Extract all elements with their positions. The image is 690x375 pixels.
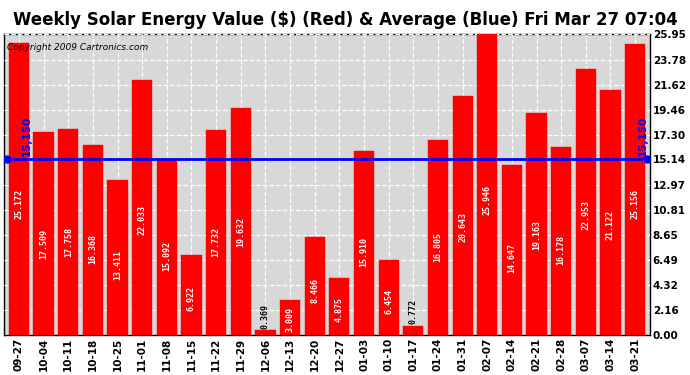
Text: 0.772: 0.772 (408, 299, 418, 324)
Text: 17.732: 17.732 (212, 227, 221, 257)
Text: 25.946: 25.946 (483, 184, 492, 214)
Text: 0.369: 0.369 (261, 304, 270, 328)
Text: 19.632: 19.632 (236, 217, 245, 248)
Bar (83, 145, 103, 334)
Text: Copyright 2009 Cartronics.com: Copyright 2009 Cartronics.com (8, 44, 148, 52)
Text: 6.454: 6.454 (384, 289, 393, 314)
Bar (230, 108, 251, 334)
Bar (255, 330, 275, 334)
Bar (526, 113, 546, 334)
Text: 15.910: 15.910 (359, 237, 368, 267)
Bar (304, 237, 325, 334)
Text: Weekly Solar Energy Value ($) (Red) & Average (Blue) Fri Mar 27 07:04: Weekly Solar Energy Value ($) (Red) & Av… (12, 11, 678, 29)
Bar (34, 132, 54, 334)
Text: 22.033: 22.033 (138, 205, 147, 235)
Text: 16.368: 16.368 (88, 234, 97, 264)
Text: 25.156: 25.156 (631, 189, 640, 219)
Bar (181, 255, 201, 334)
Bar (329, 278, 349, 334)
Bar (157, 160, 177, 334)
Bar (477, 34, 497, 334)
Bar (379, 260, 399, 334)
Text: 17.758: 17.758 (63, 227, 72, 257)
Text: 15,150: 15,150 (21, 116, 31, 156)
Bar (280, 300, 300, 334)
Bar (600, 90, 620, 334)
Text: 15.092: 15.092 (162, 241, 171, 271)
Text: 15,150: 15,150 (638, 116, 647, 156)
Bar (108, 180, 128, 334)
Text: 14.647: 14.647 (507, 243, 516, 273)
Text: 16.178: 16.178 (557, 236, 566, 266)
Bar (206, 129, 226, 334)
Text: 13.411: 13.411 (113, 250, 122, 280)
Bar (453, 96, 473, 334)
Bar (625, 44, 645, 334)
Bar (9, 44, 29, 334)
Bar (403, 326, 424, 334)
Text: 22.953: 22.953 (582, 200, 591, 230)
Text: 8.466: 8.466 (310, 278, 319, 303)
Text: 4.875: 4.875 (335, 297, 344, 322)
Bar (354, 151, 374, 334)
Text: 20.643: 20.643 (458, 212, 467, 242)
Bar (551, 147, 571, 334)
Bar (428, 140, 448, 334)
Text: 3.009: 3.009 (286, 306, 295, 332)
Bar (575, 69, 596, 334)
Text: 6.922: 6.922 (187, 286, 196, 311)
Text: 16.805: 16.805 (433, 232, 442, 262)
Bar (132, 80, 152, 334)
Text: 21.122: 21.122 (606, 210, 615, 240)
Text: 19.163: 19.163 (532, 220, 541, 250)
Bar (502, 165, 522, 334)
Text: 17.509: 17.509 (39, 228, 48, 258)
Bar (58, 129, 79, 334)
Text: 25.172: 25.172 (14, 189, 23, 219)
